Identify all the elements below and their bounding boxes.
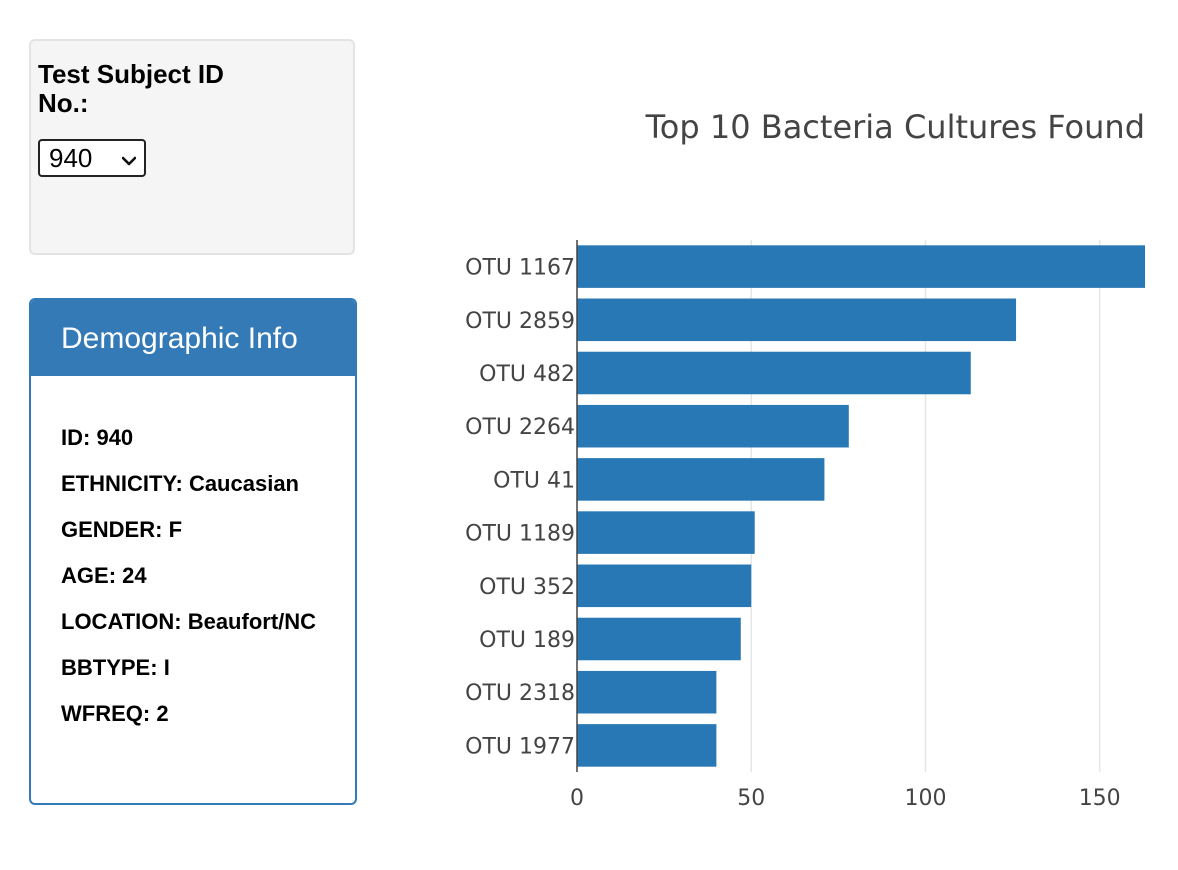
y-tick-label: OTU 2859	[465, 309, 575, 334]
bar-otu-2264[interactable]	[577, 404, 849, 448]
demographic-value: Caucasian	[188, 471, 299, 496]
y-tick-label: OTU 41	[493, 468, 575, 493]
demographic-info-title: Demographic Info	[61, 322, 298, 355]
y-tick-label: OTU 1977	[465, 734, 575, 759]
y-tick-label: OTU 482	[479, 362, 575, 387]
demographic-item-ethnicity: ETHNICITY: Caucasian	[61, 472, 331, 496]
demographic-separator: :	[150, 655, 164, 680]
bar-otu-482[interactable]	[577, 351, 971, 395]
y-tick-label: OTU 1189	[465, 522, 575, 547]
y-tick-label: OTU 352	[479, 575, 575, 600]
demographic-item-id: ID: 940	[61, 426, 331, 450]
demographic-value: 940	[96, 425, 134, 450]
y-tick-label: OTU 1167	[465, 256, 575, 281]
demographic-value: F	[168, 517, 183, 542]
bar-otu-352[interactable]	[577, 564, 752, 608]
demographic-key: WFREQ	[61, 701, 143, 726]
demographic-value: Beaufort/NC	[187, 609, 317, 634]
demographic-value: I	[163, 655, 170, 680]
subject-selector-label: Test Subject ID No.:	[38, 59, 224, 118]
bacteria-bar-chart: Top 10 Bacteria Cultures Found 0 50 100 150 O…	[465, 108, 1145, 811]
x-tick-label: 100	[904, 786, 946, 811]
demographic-info-body: ID: 940 ETHNICITY: Caucasian GENDER: F AGE:…	[61, 426, 331, 748]
demographic-item-age: AGE: 24	[61, 564, 331, 588]
bar-otu-2859[interactable]	[577, 298, 1017, 342]
demographic-separator: :	[108, 563, 123, 588]
demographic-item-wfreq: WFREQ: 2	[61, 702, 331, 726]
demographic-key: GENDER	[61, 517, 156, 542]
demographic-key: ETHNICITY	[61, 471, 176, 496]
bar-otu-2318[interactable]	[577, 670, 717, 714]
y-tick-label: OTU 2264	[465, 415, 575, 440]
demographic-value: 24	[122, 563, 147, 588]
demographic-item-gender: GENDER: F	[61, 518, 331, 542]
demographic-info-heading: Demographic Info	[31, 300, 355, 376]
demographic-key: AGE	[61, 563, 109, 588]
demographic-item-bbtype: BBTYPE: I	[61, 656, 331, 680]
demographic-key: LOCATION	[61, 609, 175, 634]
bar-otu-41[interactable]	[577, 458, 825, 501]
demographic-separator: :	[175, 471, 189, 496]
demographic-item-location: LOCATION: Beaufort/NC	[61, 610, 331, 634]
demographic-info-panel: Demographic Info ID: 940 ETHNICITY: Cauca…	[29, 298, 357, 805]
demographic-separator: :	[83, 425, 97, 450]
bar-otu-1977[interactable]	[577, 724, 717, 767]
bar-otu-1167[interactable]	[577, 245, 1145, 288]
demographic-value: 2	[156, 701, 169, 726]
x-tick-label: 0	[570, 786, 584, 811]
demographic-separator: :	[155, 517, 169, 542]
x-tick-label: 50	[737, 786, 765, 811]
demographic-separator: :	[142, 701, 157, 726]
demographic-key: BBTYPE	[61, 655, 151, 680]
subject-id-dropdown[interactable]: 940	[38, 139, 146, 177]
y-tick-label: OTU 2318	[465, 681, 575, 706]
subject-id-selected-value: 940	[49, 143, 93, 173]
chart-title: Top 10 Bacteria Cultures Found	[645, 108, 1145, 146]
chevron-down-icon	[122, 156, 136, 166]
demographic-key: ID	[61, 425, 83, 450]
x-tick-label: 150	[1079, 786, 1121, 811]
y-tick-label: OTU 189	[479, 628, 575, 653]
bar-otu-1189[interactable]	[577, 511, 755, 554]
demographic-separator: :	[174, 609, 188, 634]
bar-otu-189[interactable]	[577, 617, 741, 661]
